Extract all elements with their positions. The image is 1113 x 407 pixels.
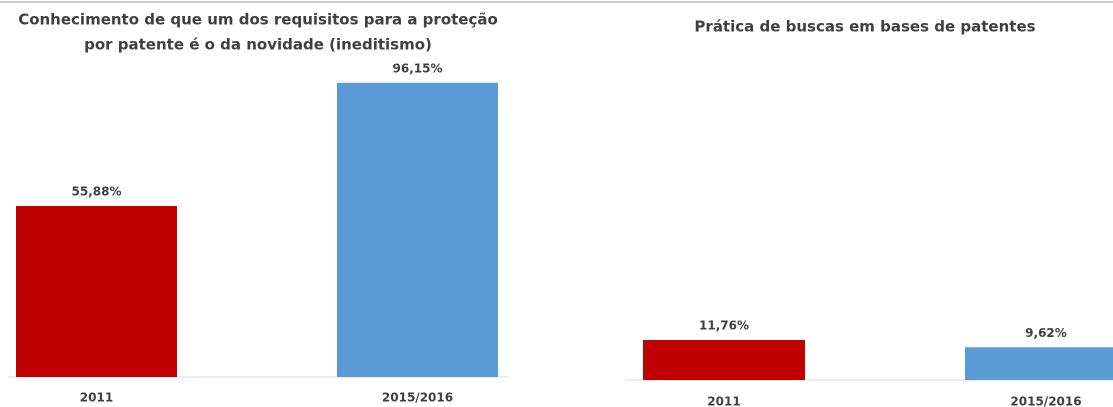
chart-title: Prática de buscas em bases de patentes	[694, 18, 1035, 36]
bar	[16, 206, 177, 377]
bar	[965, 347, 1113, 380]
value-label: 11,76%	[699, 319, 749, 333]
value-label: 96,15%	[393, 61, 443, 75]
value-label: 9,62%	[1025, 326, 1067, 340]
chart-title: Conhecimento de que um dos requisitos pa…	[18, 11, 498, 29]
x-tick-label: 2011	[707, 395, 740, 407]
x-tick-label: 2011	[80, 391, 113, 405]
x-tick-label: 2015/2016	[382, 391, 453, 405]
bar	[643, 340, 805, 380]
value-label: 55,88%	[72, 185, 122, 199]
x-tick-label: 2015/2016	[1010, 395, 1081, 407]
chart-title: por patente é o da novidade (ineditismo)	[84, 36, 432, 54]
bar	[337, 82, 498, 377]
